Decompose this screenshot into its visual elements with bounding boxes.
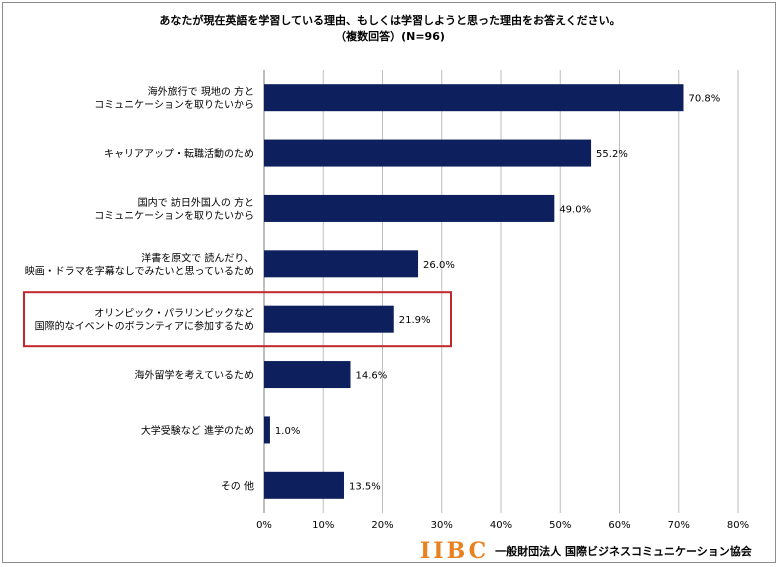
- data-label: 26.0%: [423, 260, 455, 271]
- x-tick-label: 70%: [668, 520, 690, 531]
- highlight-box: [23, 291, 452, 348]
- bar: [264, 250, 419, 278]
- category-label: 国内で 訪日外国人の 方と: [138, 196, 254, 209]
- data-label: 1.0%: [275, 426, 300, 437]
- category-label: その 他: [221, 479, 254, 492]
- chart-subtitle: （複数回答）(N=96): [335, 30, 445, 43]
- data-label: 49.0%: [559, 204, 591, 215]
- data-label: 70.8%: [688, 94, 720, 105]
- category-label: コミュニケーションを取りたいから: [94, 210, 254, 222]
- iibc-logo: IIBC: [420, 538, 490, 564]
- category-label: 海外旅行で 現地の 方と: [148, 85, 254, 98]
- x-tick-label: 0%: [256, 520, 272, 531]
- bar: [264, 305, 394, 333]
- x-tick-label: 60%: [608, 520, 630, 531]
- category-label: 国際的なイベントのボランティアに参加するため: [35, 320, 254, 333]
- bar: [264, 416, 270, 444]
- category-label: 海外留学を考えているため: [135, 369, 255, 382]
- category-label: 洋書を原文で 読んだり、: [141, 251, 254, 264]
- category-label: 大学受験など 進学のため: [141, 424, 254, 437]
- x-tick-label: 40%: [490, 520, 512, 531]
- organization-name: 一般財団法人 国際ビジネスコミュニケーション協会: [495, 545, 752, 558]
- category-label: キャリアアップ・転職活動のため: [104, 147, 254, 160]
- bar: [264, 471, 344, 499]
- data-label: 14.6%: [356, 371, 388, 382]
- x-tick-label: 80%: [727, 520, 749, 531]
- category-label: 映画・ドラマを字幕なしでみたいと思っているため: [25, 264, 254, 277]
- bar: [264, 194, 555, 222]
- x-tick-label: 50%: [549, 520, 571, 531]
- x-tick-label: 10%: [312, 520, 334, 531]
- data-label: 21.9%: [399, 315, 431, 326]
- data-label: 55.2%: [596, 149, 628, 160]
- bar: [264, 361, 351, 389]
- category-label: コミュニケーションを取りたいから: [94, 99, 254, 111]
- x-tick-label: 30%: [431, 520, 453, 531]
- x-tick-label: 20%: [371, 520, 393, 531]
- chart-title: あなたが現在英語を学習している理由、もしくは学習しようと思った理由をお答えくださ…: [159, 14, 621, 27]
- bar: [264, 139, 592, 167]
- data-label: 13.5%: [349, 481, 381, 492]
- footer: IIBC 一般財団法人 国際ビジネスコミュニケーション協会: [420, 540, 752, 562]
- category-label: オリンピック・パラリンピックなど: [94, 308, 254, 320]
- bar: [264, 84, 684, 112]
